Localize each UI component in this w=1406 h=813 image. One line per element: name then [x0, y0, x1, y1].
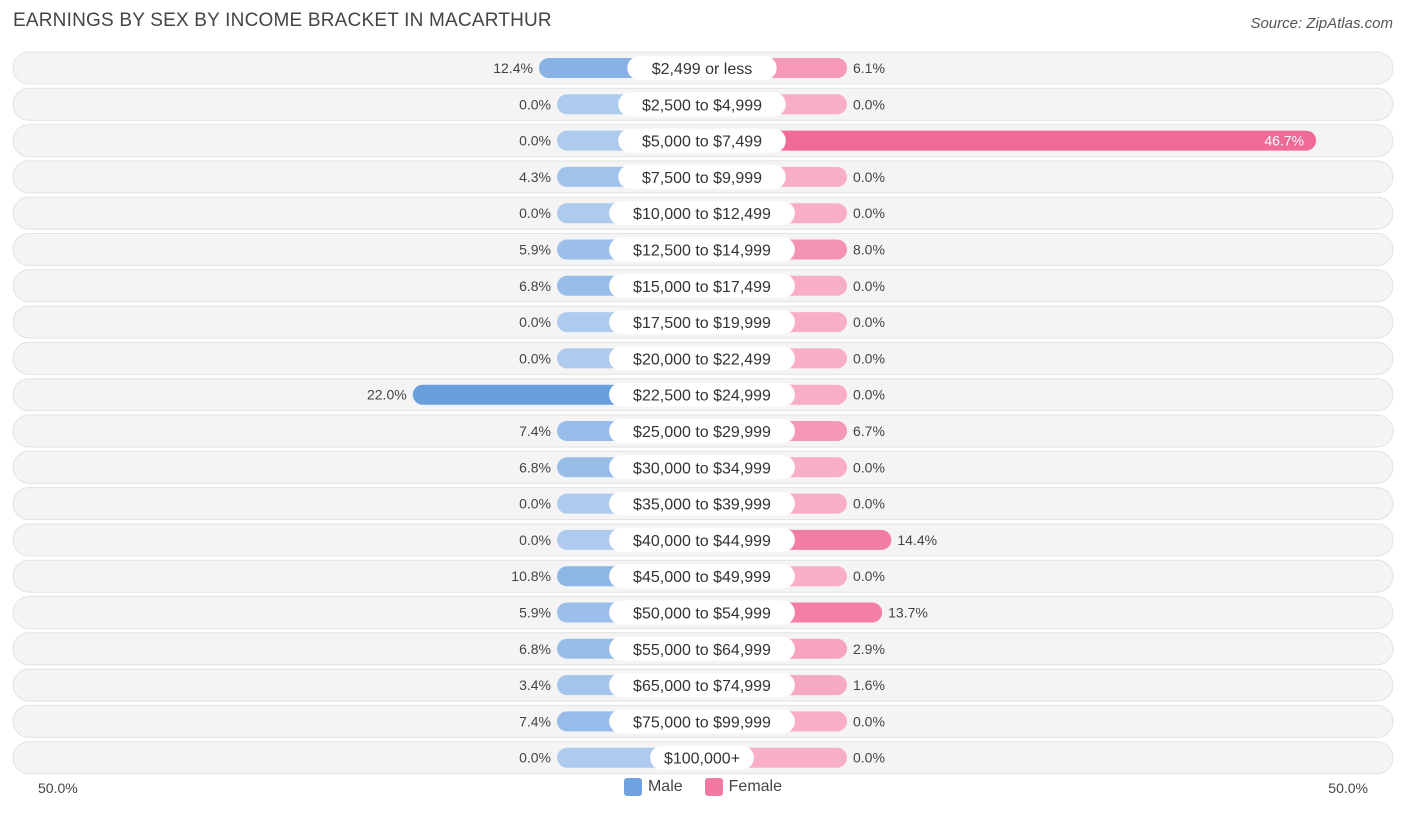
legend-label-female: Female	[728, 778, 783, 795]
legend-swatch-female	[704, 778, 723, 796]
female-value-label: 0.0%	[853, 205, 885, 221]
category-label: $17,500 to $19,999	[633, 315, 771, 332]
category-pill	[609, 527, 795, 552]
category-label: $2,499 or less	[652, 61, 753, 78]
female-value-label: 0.0%	[853, 387, 885, 403]
male-value-label: 12.4%	[493, 60, 533, 76]
category-label: $15,000 to $17,499	[633, 279, 771, 296]
legend-swatch-male	[623, 778, 642, 796]
female-value-label: 0.0%	[853, 750, 885, 766]
category-pill	[609, 237, 795, 262]
category-pill	[609, 382, 795, 407]
category-pill	[609, 201, 795, 226]
female-value-label: 14.4%	[897, 532, 937, 548]
category-label: $30,000 to $34,999	[633, 460, 771, 477]
male-value-label: 7.4%	[519, 423, 551, 439]
category-label: $45,000 to $49,999	[633, 569, 771, 586]
category-label: $35,000 to $39,999	[633, 497, 771, 514]
female-value-label: 0.0%	[853, 350, 885, 366]
source-label: Source: ZipAtlas.com	[1250, 15, 1393, 32]
male-value-label: 6.8%	[519, 641, 551, 657]
male-value-label: 22.0%	[367, 387, 407, 403]
category-pill	[609, 636, 795, 661]
female-value-label: 0.0%	[853, 568, 885, 584]
male-value-label: 0.0%	[519, 532, 551, 548]
axis-left-label: 50.0%	[38, 780, 78, 796]
category-pill	[618, 92, 786, 117]
female-value-label: 0.0%	[853, 459, 885, 475]
category-pill	[609, 419, 795, 443]
category-pill	[609, 346, 795, 371]
female-value-label: 8.0%	[853, 242, 885, 258]
category-pill	[627, 56, 777, 80]
female-value-label: 1.6%	[853, 677, 885, 693]
category-label: $100,000+	[664, 751, 740, 768]
category-label: $12,500 to $14,999	[633, 243, 771, 260]
male-value-label: 5.9%	[519, 605, 551, 621]
male-value-label: 0.0%	[519, 350, 551, 366]
male-value-label: 4.3%	[519, 169, 551, 185]
male-value-label: 10.8%	[511, 568, 551, 584]
legend-label-male: Male	[647, 778, 683, 795]
male-value-label: 6.8%	[519, 459, 551, 475]
female-value-label: 6.7%	[853, 423, 885, 439]
female-value-label: 0.0%	[853, 496, 885, 512]
male-value-label: 0.0%	[519, 750, 551, 766]
category-label: $7,500 to $9,999	[642, 170, 762, 187]
female-value-label: 0.0%	[853, 713, 885, 729]
category-pill	[609, 709, 795, 734]
female-value-label: 0.0%	[853, 278, 885, 294]
category-label: $25,000 to $29,999	[633, 424, 771, 441]
category-pill	[609, 673, 795, 698]
category-label: $75,000 to $99,999	[633, 714, 771, 731]
male-value-label: 0.0%	[519, 133, 551, 149]
axis-right-label: 50.0%	[1328, 780, 1368, 796]
category-pill	[650, 745, 754, 770]
male-value-label: 6.8%	[519, 278, 551, 294]
category-label: $55,000 to $64,999	[633, 642, 771, 659]
female-value-label: 46.7%	[1264, 133, 1304, 149]
female-value-label: 0.0%	[853, 169, 885, 185]
chart-title: EARNINGS BY SEX BY INCOME BRACKET IN MAC…	[13, 10, 552, 31]
male-value-label: 5.9%	[519, 242, 551, 258]
male-value-label: 0.0%	[519, 96, 551, 112]
category-label: $20,000 to $22,499	[633, 351, 771, 368]
category-pill	[609, 491, 795, 516]
category-pill	[618, 128, 786, 153]
male-value-label: 0.0%	[519, 205, 551, 221]
category-label: $40,000 to $44,999	[633, 533, 771, 550]
male-value-label: 7.4%	[519, 713, 551, 729]
legend: Male Female	[0, 778, 1406, 796]
female-value-label: 13.7%	[888, 605, 928, 621]
female-value-label: 6.1%	[853, 60, 885, 76]
female-value-label: 0.0%	[853, 314, 885, 330]
legend-item-female[interactable]: Female	[704, 778, 783, 796]
category-pill	[609, 310, 795, 335]
category-pill	[609, 273, 795, 298]
female-value-label: 2.9%	[853, 641, 885, 657]
category-label: $50,000 to $54,999	[633, 606, 771, 623]
category-pill	[609, 455, 795, 480]
female-bar	[702, 130, 1317, 151]
category-pill	[609, 600, 795, 625]
male-value-label: 0.0%	[519, 496, 551, 512]
female-value-label: 0.0%	[853, 96, 885, 112]
category-label: $10,000 to $12,499	[633, 206, 771, 223]
male-value-label: 0.0%	[519, 314, 551, 330]
category-label: $5,000 to $7,499	[642, 134, 762, 151]
legend-item-male[interactable]: Male	[623, 778, 683, 796]
category-pill	[609, 564, 795, 589]
category-label: $65,000 to $74,999	[633, 678, 771, 695]
category-pill	[618, 164, 786, 189]
category-label: $2,500 to $4,999	[642, 97, 762, 114]
category-label: $22,500 to $24,999	[633, 388, 771, 405]
male-value-label: 3.4%	[519, 677, 551, 693]
